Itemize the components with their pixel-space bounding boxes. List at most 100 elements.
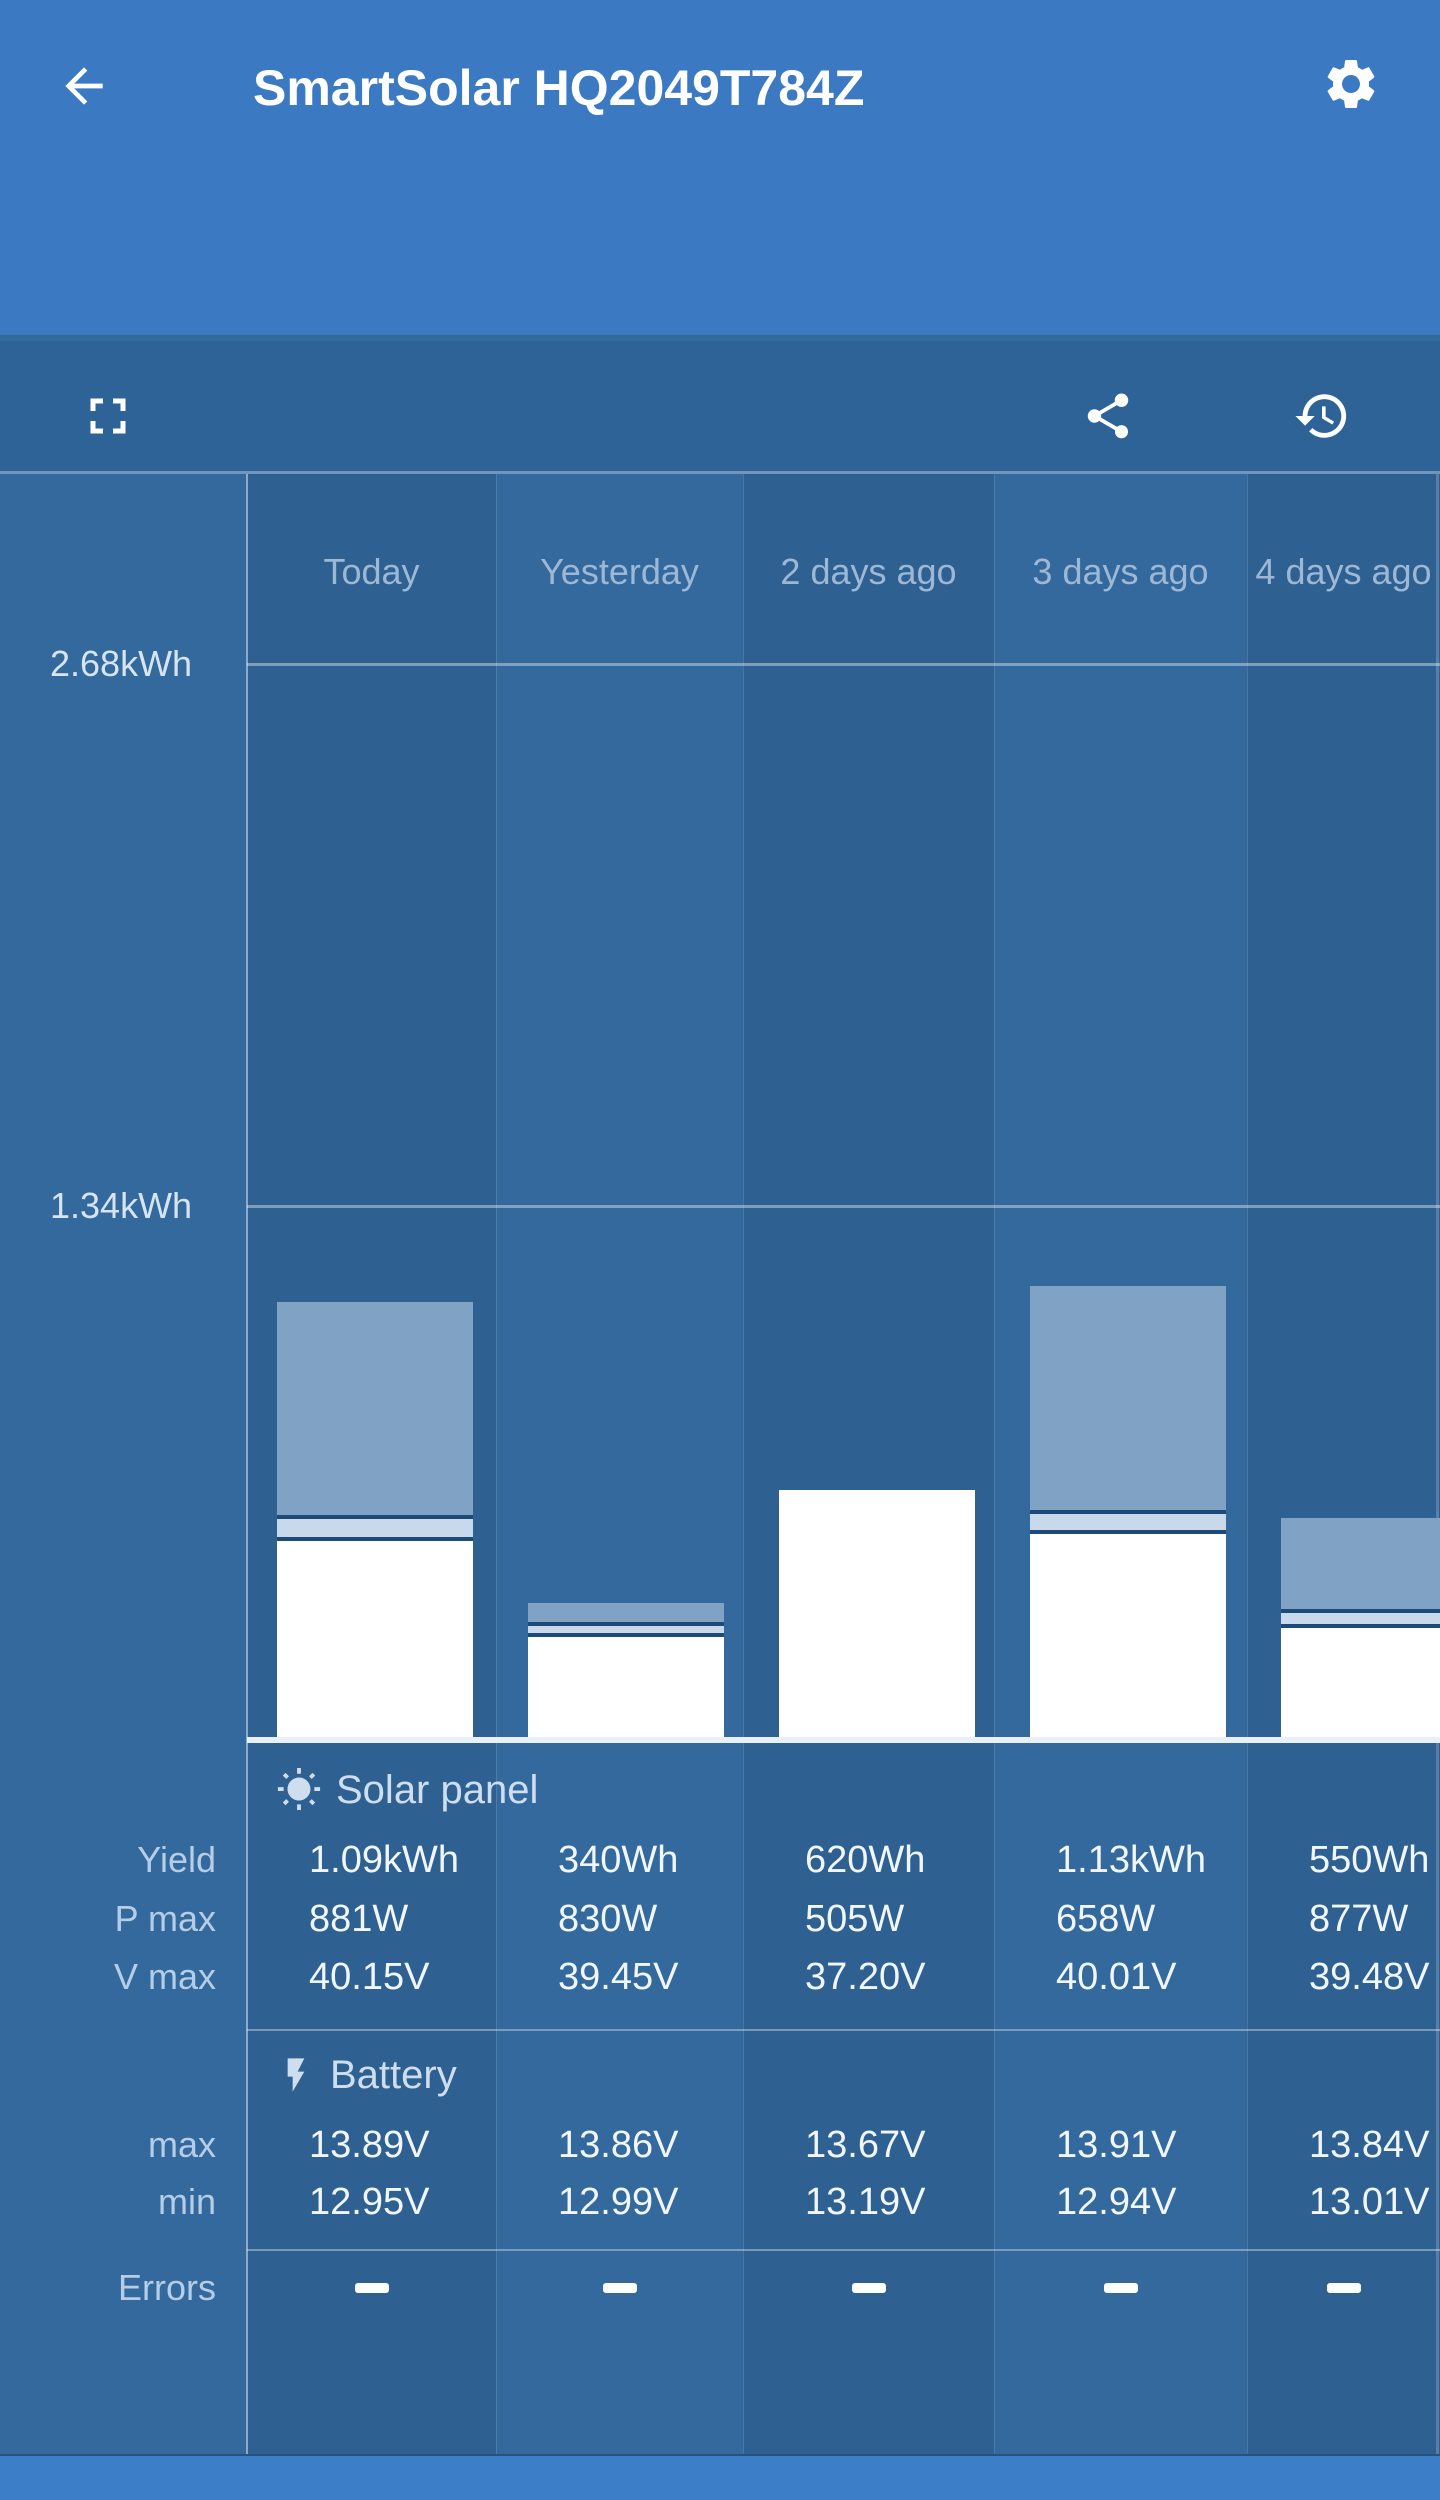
page-title: SmartSolar HQ2049T784Z: [253, 60, 865, 116]
bar-segment-white: [277, 1541, 473, 1737]
fullscreen-button[interactable]: [78, 388, 138, 448]
section-title: Battery: [330, 2053, 457, 2097]
yield-bar-4-days-ago[interactable]: [1281, 1518, 1440, 1737]
column-header-4-days-ago: 4 days ago: [1255, 551, 1432, 592]
cell-max-2-days-ago: 13.67V: [805, 2124, 926, 2166]
footer-separator: [0, 2454, 1440, 2456]
gear-icon: [1321, 54, 1381, 119]
cell-yield-today: 1.09kWh: [309, 1839, 459, 1881]
bar-segment-blue: [277, 1302, 473, 1515]
bar-segment-lightstrip: [1281, 1613, 1440, 1624]
cell-p-max-3-days-ago: 658W: [1056, 1898, 1156, 1940]
column-boundary-line: [994, 474, 995, 2456]
cell-max-3-days-ago: 13.91V: [1056, 2124, 1177, 2166]
section-divider: [247, 2029, 1440, 2031]
cell-p-max-today: 881W: [309, 1898, 409, 1940]
chart-column-4-days-ago[interactable]: [1247, 474, 1440, 2456]
bar-segment-outline: [1281, 1624, 1440, 1628]
section-header-battery: Battery: [276, 2049, 457, 2101]
yield-bar-2-days-ago[interactable]: [779, 1490, 975, 1737]
column-header-today: Today: [323, 551, 420, 592]
column-boundary-line: [496, 474, 497, 2456]
row-label-p-max: P max: [114, 1898, 216, 1939]
chart-column-yesterday[interactable]: [496, 474, 743, 2456]
cell-min-4-days-ago: 13.01V: [1309, 2181, 1430, 2223]
bar-segment-outline: [528, 1622, 724, 1626]
bar-segment-lightstrip: [528, 1626, 724, 1633]
cell-v-max-2-days-ago: 37.20V: [805, 1956, 926, 1998]
column-boundary-line: [1247, 474, 1248, 2456]
gridline: [247, 1205, 1440, 1208]
row-label-v-max: V max: [113, 1956, 216, 1997]
cell-yield-2-days-ago: 620Wh: [805, 1839, 926, 1881]
bar-segment-blue: [1281, 1518, 1440, 1609]
y-axis-label: 2.68kWh: [50, 643, 193, 684]
bar-segment-outline: [277, 1515, 473, 1519]
errors-dash-yesterday: [602, 2283, 637, 2293]
fullscreen-icon: [78, 386, 138, 451]
bar-segment-outline: [528, 1633, 724, 1637]
bar-segment-white: [779, 1490, 975, 1737]
section-title: Solar panel: [336, 1768, 539, 1812]
y-axis-line: [246, 474, 248, 2456]
y-axis-label: 1.34kWh: [50, 1185, 193, 1226]
column-boundary-line: [743, 474, 744, 2456]
toolbar-bottom-line: [0, 471, 1440, 474]
row-label-min: min: [157, 2181, 216, 2222]
gridline: [247, 663, 1440, 666]
cell-min-yesterday: 12.99V: [558, 2181, 679, 2223]
row-label-yield: Yield: [137, 1839, 216, 1880]
cell-v-max-3-days-ago: 40.01V: [1056, 1956, 1177, 1998]
cell-max-yesterday: 13.86V: [558, 2124, 679, 2166]
cell-v-max-4-days-ago: 39.48V: [1309, 1956, 1430, 1998]
bar-segment-outline: [1030, 1530, 1226, 1534]
errors-dash-4-days-ago: [1326, 2283, 1361, 2293]
app-bar: SmartSolar HQ2049T784Z: [0, 0, 1440, 175]
bar-segment-outline: [1030, 1510, 1226, 1514]
bar-segment-blue: [528, 1603, 724, 1622]
bar-segment-outline: [277, 1537, 473, 1541]
bar-segment-white: [1030, 1534, 1226, 1737]
cell-max-4-days-ago: 13.84V: [1309, 2124, 1430, 2166]
tab-bar: STATUS HISTORY TRENDS: [0, 175, 1440, 516]
cell-yield-3-days-ago: 1.13kWh: [1056, 1839, 1206, 1881]
cell-p-max-yesterday: 830W: [558, 1898, 658, 1940]
sun-icon: [276, 1767, 322, 1813]
cell-min-3-days-ago: 12.94V: [1056, 2181, 1177, 2223]
yield-bar-3-days-ago[interactable]: [1030, 1286, 1226, 1737]
right-edge-line: [1436, 474, 1439, 2456]
chart-axis-column: [0, 474, 247, 2456]
cell-min-2-days-ago: 13.19V: [805, 2181, 926, 2223]
section-header-solar-panel: Solar panel: [276, 1764, 538, 1816]
bar-segment-white: [528, 1637, 724, 1737]
chart-baseline: [247, 1737, 1440, 1743]
history-range-button[interactable]: [1293, 389, 1351, 447]
column-header-yesterday: Yesterday: [540, 551, 699, 592]
cell-p-max-2-days-ago: 505W: [805, 1898, 905, 1940]
cell-p-max-4-days-ago: 877W: [1309, 1898, 1409, 1940]
errors-dash-today: [354, 2283, 389, 2293]
back-button[interactable]: [56, 60, 112, 116]
chart-column-2-days-ago[interactable]: [743, 474, 994, 2456]
cell-v-max-yesterday: 39.45V: [558, 1956, 679, 1998]
share-icon: [1081, 389, 1135, 448]
share-button[interactable]: [1081, 391, 1135, 445]
cell-max-today: 13.89V: [309, 2124, 430, 2166]
bottom-bar: [0, 2456, 1440, 2500]
lightning-icon: [276, 2055, 316, 2095]
bar-segment-white: [1281, 1628, 1440, 1737]
bar-segment-lightstrip: [277, 1519, 473, 1537]
cell-yield-yesterday: 340Wh: [558, 1839, 679, 1881]
bar-segment-outline: [1281, 1609, 1440, 1613]
errors-dash-2-days-ago: [851, 2283, 886, 2293]
cell-yield-4-days-ago: 550Wh: [1309, 1839, 1430, 1881]
row-label-errors: Errors: [118, 2267, 216, 2308]
history-clock-icon: [1293, 387, 1351, 450]
column-header-3-days-ago: 3 days ago: [1032, 551, 1209, 592]
row-label-max: max: [147, 2124, 216, 2165]
settings-button[interactable]: [1321, 56, 1381, 116]
bar-segment-blue: [1030, 1286, 1226, 1510]
yield-bar-yesterday[interactable]: [528, 1603, 724, 1737]
chart-toolbar: [0, 341, 1440, 474]
yield-bar-today[interactable]: [277, 1302, 473, 1737]
